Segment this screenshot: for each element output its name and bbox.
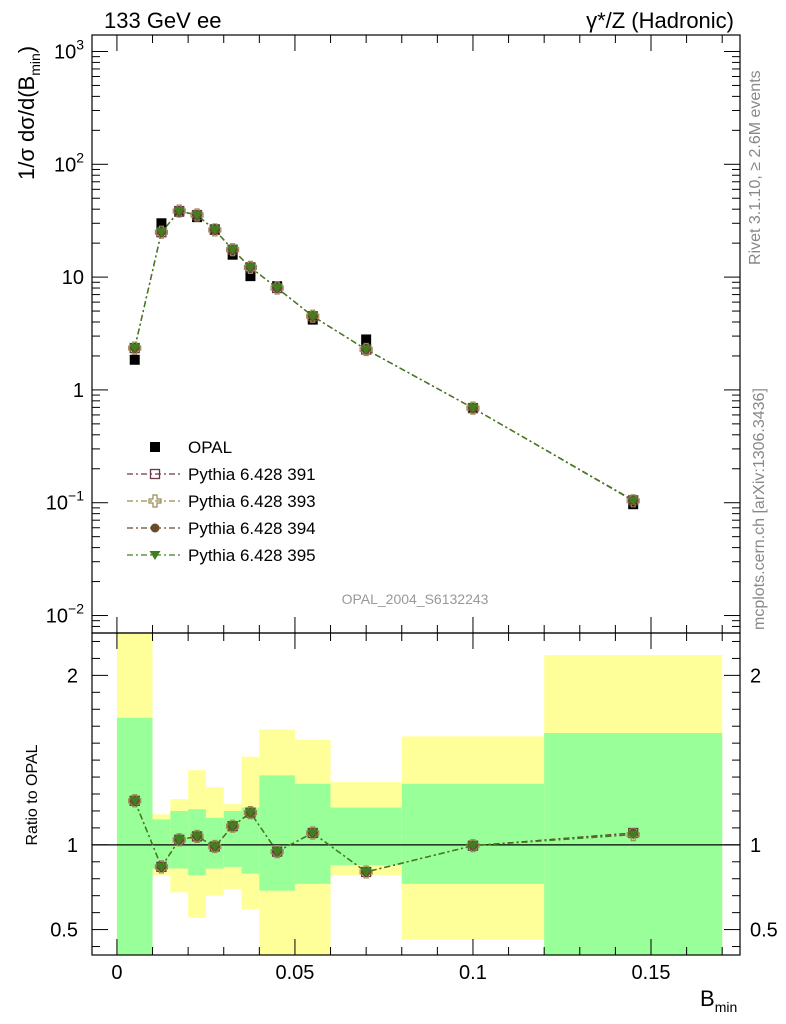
legend-marker-2 bbox=[148, 494, 162, 508]
ratio-ytick-label-left-0: 2 bbox=[67, 665, 78, 687]
main-point-s4-8 bbox=[307, 312, 319, 322]
green-band-11 bbox=[544, 732, 723, 955]
rivet-label: Rivet 3.1.10, ≥ 2.6M events bbox=[747, 70, 764, 265]
main-ytick-label-4: 10−1 bbox=[46, 488, 84, 515]
main-point-s4-4 bbox=[209, 225, 221, 235]
main-point-s0-9 bbox=[361, 334, 372, 345]
ratio-point-s3-4 bbox=[209, 842, 221, 852]
ratio-ytick-label-left-1: 1 bbox=[67, 835, 78, 857]
main-mc-lines bbox=[134, 210, 634, 502]
ratio-ytick-label-right-0: 2 bbox=[750, 665, 761, 687]
ratio-point-s3-11 bbox=[627, 830, 639, 840]
main-ytick-label-1: 102 bbox=[54, 149, 84, 176]
main-point-s4-2 bbox=[173, 207, 185, 217]
main-line-series-4 bbox=[134, 210, 634, 502]
legend-label-0: OPAL bbox=[188, 438, 232, 457]
ratio-uncertainty-bands bbox=[92, 633, 740, 955]
main-point-s4-3 bbox=[191, 211, 203, 221]
legend-marker-0 bbox=[150, 442, 160, 452]
main-ytick-label-3: 1 bbox=[73, 380, 84, 402]
green-band-0 bbox=[116, 717, 153, 955]
main-ytick-label-5: 10−2 bbox=[46, 601, 84, 628]
main-point-s0-1 bbox=[156, 218, 167, 229]
xtick-label-0: 0 bbox=[111, 962, 122, 984]
legend-label-3: Pythia 6.428 394 bbox=[188, 519, 316, 538]
mcplots-label: mcplots.cern.ch [arXiv:1306.3436] bbox=[751, 388, 768, 630]
main-markers bbox=[128, 204, 640, 510]
ratio-point-s3-8 bbox=[307, 828, 319, 838]
ratio-point-s3-9 bbox=[360, 867, 372, 877]
ratio-mc-lines bbox=[128, 794, 640, 879]
xtick-label-1: 0.05 bbox=[275, 962, 314, 984]
legend: OPAL Pythia 6.428 391 Pythia 6.428 393 Pyth… bbox=[127, 438, 316, 565]
ratio-ytick-label-right-1: 1 bbox=[750, 835, 761, 857]
legend-label-4: Pythia 6.428 395 bbox=[188, 546, 316, 565]
ratio-point-s3-10 bbox=[467, 841, 479, 851]
green-band-5 bbox=[223, 810, 242, 867]
title-right: γ*/Z (Hadronic) bbox=[586, 8, 734, 33]
main-point-s4-6 bbox=[244, 263, 256, 273]
main-ylabel: 1/σ dσ/d(Bmin) bbox=[14, 46, 43, 180]
legend-marker-4 bbox=[149, 551, 161, 560]
ratio-point-s3-5 bbox=[227, 822, 239, 832]
ratio-line-series-3 bbox=[134, 800, 634, 873]
main-ytick-label-0: 103 bbox=[54, 36, 84, 63]
main-point-s4-10 bbox=[467, 404, 479, 414]
green-band-10 bbox=[401, 783, 545, 884]
main-ytick-label-2: 10 bbox=[62, 267, 84, 289]
green-band-6 bbox=[241, 807, 260, 874]
main-point-s4-7 bbox=[271, 284, 283, 294]
ratio-point-s3-0 bbox=[129, 796, 141, 806]
main-point-s0-6 bbox=[245, 271, 256, 282]
main-point-s4-9 bbox=[360, 345, 372, 355]
legend-label-1: Pythia 6.428 391 bbox=[188, 465, 316, 484]
xtick-label-2: 0.1 bbox=[459, 962, 487, 984]
main-point-s4-11 bbox=[627, 496, 639, 506]
ratio-point-s3-3 bbox=[191, 832, 203, 842]
ratio-ylabel: Ratio to OPAL bbox=[24, 744, 41, 845]
ratio-point-s3-6 bbox=[244, 808, 256, 818]
main-point-s4-5 bbox=[227, 245, 239, 255]
legend-marker-1 bbox=[149, 468, 161, 480]
main-frame bbox=[91, 34, 741, 634]
ratio-ytick-label-right-2: 0.5 bbox=[750, 920, 778, 942]
main-point-s4-1 bbox=[155, 228, 167, 238]
green-band-7 bbox=[259, 775, 295, 891]
legend-marker-3 bbox=[150, 523, 160, 533]
ratio-point-s3-7 bbox=[271, 847, 283, 857]
ratio-point-s3-1 bbox=[155, 862, 167, 872]
title-left: 133 GeV ee bbox=[104, 8, 221, 33]
main-point-s0-0 bbox=[129, 354, 140, 365]
green-band-9 bbox=[330, 807, 402, 866]
ratio-xlabel: Bmin bbox=[700, 986, 737, 1015]
xtick-label-3: 0.15 bbox=[632, 962, 671, 984]
legend-label-2: Pythia 6.428 393 bbox=[188, 492, 316, 511]
ratio-ytick-label-left-2: 0.5 bbox=[50, 920, 78, 942]
analysis-watermark: OPAL_2004_S6132243 bbox=[342, 591, 489, 607]
main-point-s4-0 bbox=[129, 344, 141, 354]
ratio-point-s3-2 bbox=[173, 835, 185, 845]
